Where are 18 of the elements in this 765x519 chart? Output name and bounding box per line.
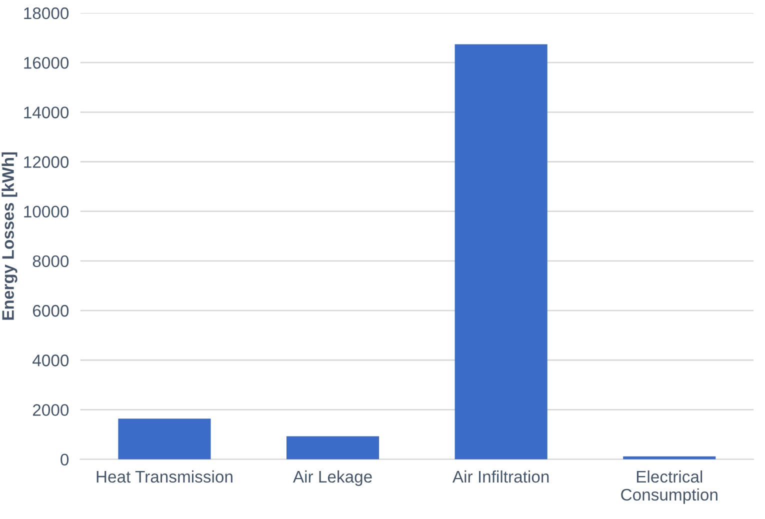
y-tick-label: 6000 bbox=[32, 304, 69, 317]
x-tick-label: Heat Transmission bbox=[96, 470, 232, 483]
x-tick-label: Electrical Consumption bbox=[621, 470, 718, 504]
bar bbox=[454, 44, 548, 460]
y-tick-label: 0 bbox=[60, 454, 69, 466]
x-tick-label: Air Infiltration bbox=[452, 470, 549, 483]
y-tick-label: 8000 bbox=[32, 255, 69, 268]
y-tick-label: 12000 bbox=[24, 156, 69, 168]
y-tick-label: 4000 bbox=[32, 354, 69, 366]
y-axis-title: Energy Losses [kWh] bbox=[2, 152, 18, 320]
bar bbox=[286, 436, 380, 460]
y-tick-label: 10000 bbox=[24, 206, 69, 218]
y-tick-label: 14000 bbox=[24, 106, 69, 118]
bar bbox=[118, 418, 211, 460]
x-tick-label: Air Lekage bbox=[292, 470, 372, 486]
y-tick-label: 16000 bbox=[24, 56, 69, 69]
y-tick-label: 18000 bbox=[24, 7, 69, 20]
y-tick-label: 2000 bbox=[32, 404, 69, 416]
